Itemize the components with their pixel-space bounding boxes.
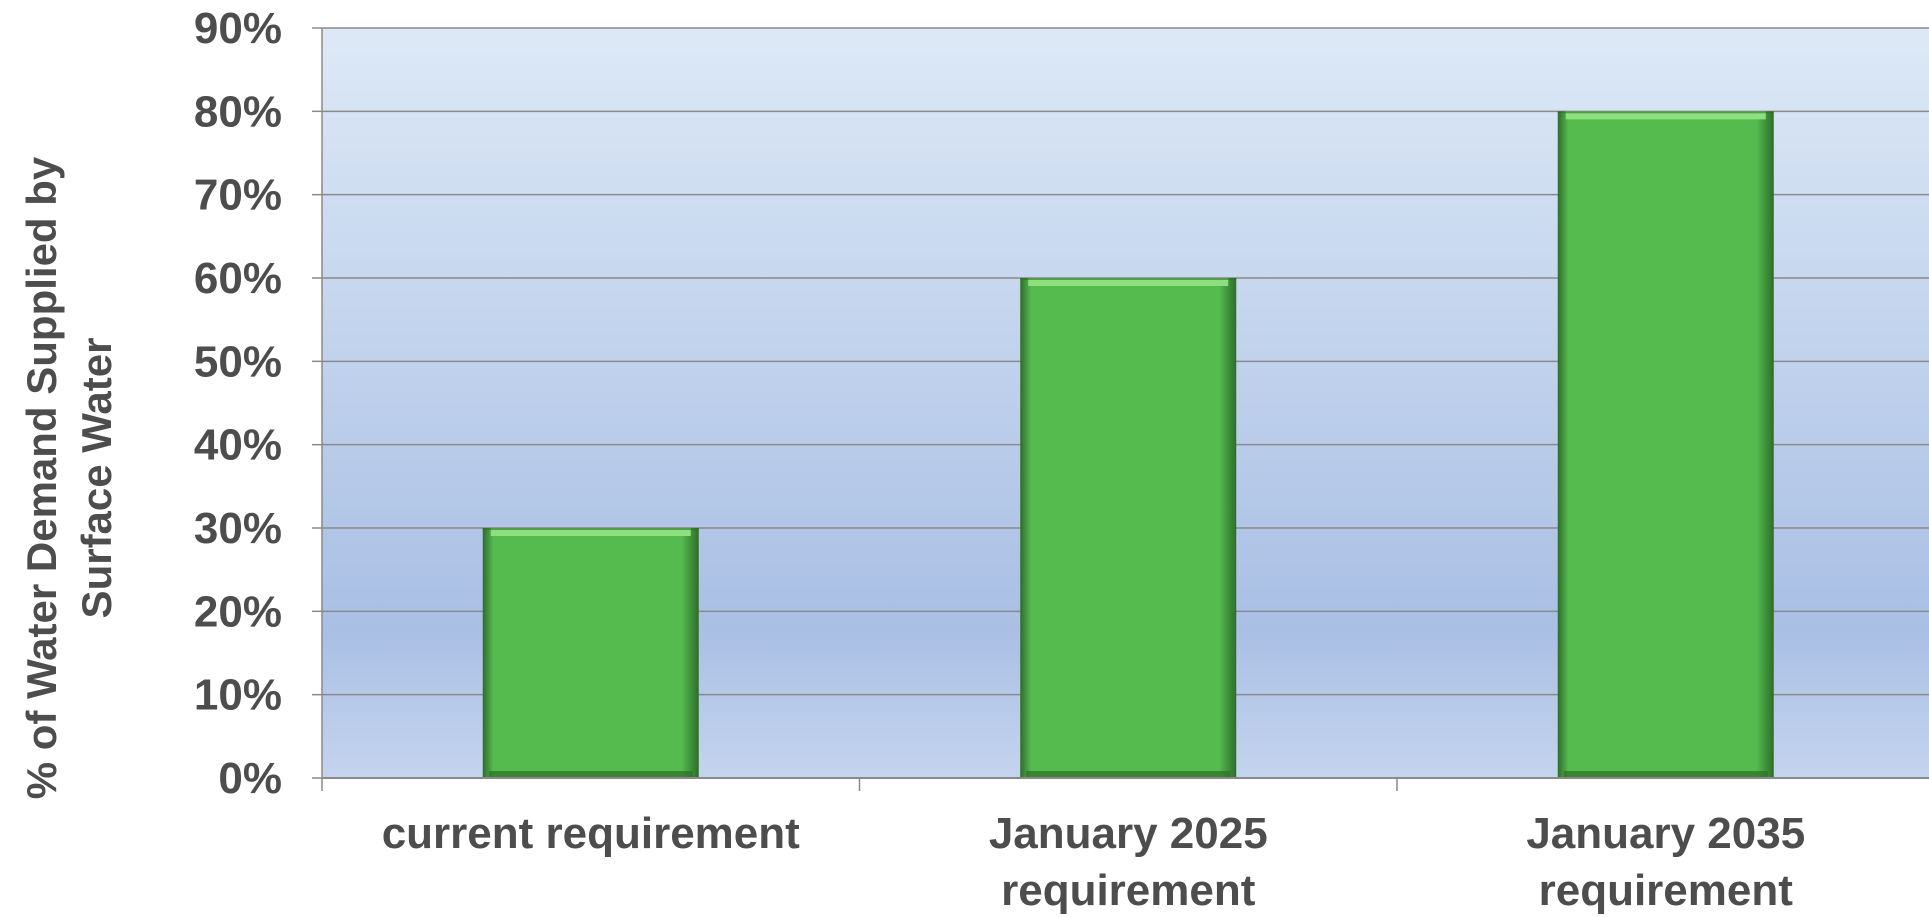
bar	[1020, 278, 1237, 778]
x-category-label: January 2025	[989, 809, 1268, 858]
x-category-label: January 2035	[1526, 809, 1805, 858]
bar	[1557, 111, 1774, 779]
y-tick-label: 50%	[194, 337, 282, 386]
y-tick-labels: 0% 10% 20% 30% 40% 50% 60% 70% 80% 90%	[194, 4, 282, 803]
x-category-label: requirement	[1539, 866, 1794, 915]
y-tick-label: 60%	[194, 254, 282, 303]
y-tick-label: 90%	[194, 4, 282, 53]
bars	[482, 111, 1774, 779]
axes	[312, 27, 1929, 791]
y-axis-title-line: % of Water Demand Supplied by	[18, 156, 65, 799]
y-axis-title-line: Surface Water	[73, 338, 120, 619]
y-tick-label: 30%	[194, 504, 282, 553]
y-axis-title: % of Water Demand Supplied by Surface Wat…	[18, 156, 120, 799]
y-tick-label: 70%	[194, 171, 282, 220]
bar	[482, 528, 699, 778]
x-category-label: current requirement	[382, 809, 800, 858]
y-tick-label: 40%	[194, 421, 282, 470]
y-tick-label: 0%	[218, 754, 282, 803]
x-category-label: requirement	[1001, 866, 1256, 915]
x-category-labels: current requirement January 2025 requireme…	[382, 809, 1805, 915]
y-tick-label: 10%	[194, 671, 282, 720]
y-tick-label: 80%	[194, 87, 282, 136]
y-tick-label: 20%	[194, 587, 282, 636]
